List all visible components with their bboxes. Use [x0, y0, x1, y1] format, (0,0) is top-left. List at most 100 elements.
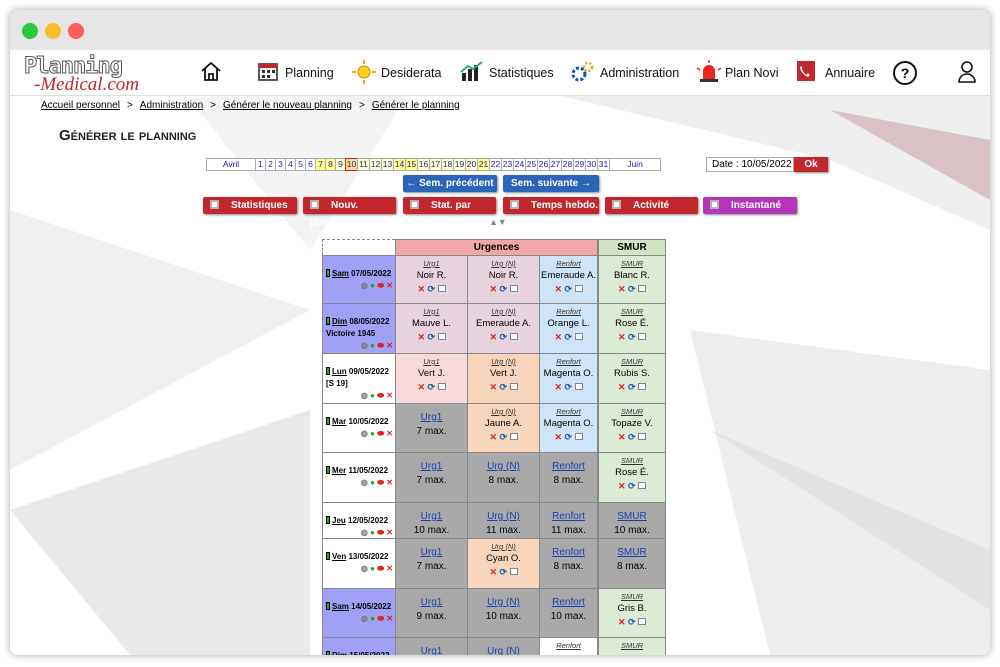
day-link[interactable]: 10: [345, 158, 358, 171]
shift-cell[interactable]: Renfort: [539, 637, 598, 655]
shift-cell[interactable]: Renfort 11 max.: [539, 502, 598, 539]
day-name[interactable]: Lun: [332, 367, 347, 376]
shift-cell[interactable]: Renfort Magenta O. ✕ ⟳: [539, 353, 598, 404]
shift-cell[interactable]: Urg (N) Jaune A. ✕ ⟳: [467, 403, 540, 453]
post-link[interactable]: SMUR: [617, 511, 647, 522]
nav-link[interactable]: Statistiques: [489, 66, 554, 80]
month-next[interactable]: Juin: [609, 158, 661, 171]
breadcrumb-link[interactable]: Administration: [139, 100, 204, 111]
day-link[interactable]: 19: [453, 158, 466, 171]
date-input[interactable]: Date : 10/05/2022: [706, 157, 794, 172]
day-icons[interactable]: ◍ ● ⬬ ✕: [360, 391, 393, 400]
post-link[interactable]: Renfort: [552, 461, 585, 472]
post-link[interactable]: SMUR: [620, 456, 644, 465]
cell-icons[interactable]: ✕ ⟳: [540, 284, 597, 295]
post-link[interactable]: Urg (N): [487, 461, 520, 472]
action-button[interactable]: Temps hebdo.: [503, 197, 599, 214]
post-link[interactable]: Renfort: [556, 357, 581, 366]
cell-icons[interactable]: ✕ ⟳: [599, 332, 665, 343]
post-link[interactable]: SMUR: [617, 547, 647, 558]
post-link[interactable]: Urg (N): [491, 307, 516, 316]
shift-cell[interactable]: Renfort Emeraude A. ✕ ⟳: [539, 255, 598, 304]
post-link[interactable]: Urg (N): [491, 259, 516, 268]
post-link[interactable]: Urg (N): [487, 646, 520, 655]
shift-cell[interactable]: SMUR Rubis S. ✕ ⟳: [598, 353, 666, 404]
post-link[interactable]: Urg (N): [491, 542, 516, 551]
post-link[interactable]: Urg1: [420, 461, 443, 472]
breadcrumb-link[interactable]: Générer le planning: [371, 100, 460, 111]
post-link[interactable]: Urg (N): [487, 597, 520, 608]
post-link[interactable]: SMUR: [620, 259, 644, 268]
logo[interactable]: -Medical.com: [34, 74, 139, 95]
month-prev[interactable]: Avril: [206, 158, 256, 171]
shift-cell[interactable]: Urg (N) 8 max.: [467, 452, 540, 503]
post-link[interactable]: Urg1: [420, 412, 443, 423]
action-button[interactable]: Activité induite: [605, 197, 698, 228]
cell-icons[interactable]: ✕ ⟳: [540, 332, 597, 343]
post-link[interactable]: Urg1: [423, 259, 440, 268]
cell-icons[interactable]: ✕ ⟳: [468, 332, 539, 343]
cell-icons[interactable]: ✕ ⟳: [396, 284, 467, 295]
day-icons[interactable]: ◍ ● ⬬ ✕: [360, 478, 393, 487]
day-icons[interactable]: ◍ ● ⬬ ✕: [360, 614, 393, 623]
post-link[interactable]: Renfort: [556, 307, 581, 316]
shift-cell[interactable]: Urg1 Mauve L. ✕ ⟳: [395, 303, 468, 354]
day-icons[interactable]: ◍ ● ⬬ ✕: [360, 281, 393, 290]
cell-icons[interactable]: ✕ ⟳: [468, 432, 539, 443]
shift-cell[interactable]: Urg1 7 max.: [395, 403, 468, 453]
day-name[interactable]: Dim: [332, 317, 348, 326]
nav-link[interactable]: Planning: [285, 66, 334, 80]
shift-cell[interactable]: Urg1 9 max.: [395, 588, 468, 638]
shift-cell[interactable]: SMUR Rose É. ✕ ⟳: [598, 452, 666, 503]
day-name[interactable]: Ven: [332, 552, 347, 561]
day-link[interactable]: 27: [549, 158, 562, 171]
post-link[interactable]: Urg1: [420, 547, 443, 558]
ok-button[interactable]: Ok: [794, 157, 828, 172]
post-link[interactable]: Urg (N): [491, 407, 516, 416]
logo[interactable]: Planning: [24, 54, 124, 80]
shift-cell[interactable]: SMUR 10 max.: [598, 502, 666, 539]
home-icon[interactable]: [200, 60, 222, 82]
breadcrumb-link[interactable]: Générer le nouveau planning: [222, 100, 352, 111]
day-name[interactable]: Sam: [332, 602, 349, 611]
post-link[interactable]: Urg (N): [491, 357, 516, 366]
cell-icons[interactable]: ✕ ⟳: [599, 617, 665, 628]
shift-cell[interactable]: Urg (N) Cyan O. ✕ ⟳: [467, 538, 540, 589]
post-link[interactable]: Renfort: [552, 511, 585, 522]
post-link[interactable]: Renfort: [552, 597, 585, 608]
shift-cell[interactable]: SMUR: [598, 637, 666, 655]
day-name[interactable]: Mer: [332, 466, 347, 475]
shift-cell[interactable]: Urg (N) Emeraude A. ✕ ⟳: [467, 303, 540, 354]
cell-icons[interactable]: ✕ ⟳: [468, 567, 539, 578]
nav-link[interactable]: Desiderata: [381, 66, 442, 80]
window-button[interactable]: [22, 23, 38, 39]
action-button[interactable]: Nouv. planning: [303, 197, 396, 228]
day-link[interactable]: 29: [573, 158, 586, 171]
shift-cell[interactable]: Renfort 10 max.: [539, 588, 598, 638]
shift-cell[interactable]: Urg1 10 max.: [395, 502, 468, 539]
cell-icons[interactable]: ✕ ⟳: [396, 382, 467, 393]
cell-icons[interactable]: ✕ ⟳: [599, 382, 665, 393]
day-icons[interactable]: ◍ ● ⬬ ✕: [360, 429, 393, 438]
day-link[interactable]: 12: [369, 158, 382, 171]
cell-icons[interactable]: ✕ ⟳: [468, 284, 539, 295]
post-link[interactable]: Urg (N): [487, 511, 520, 522]
cell-icons[interactable]: ✕ ⟳: [599, 481, 665, 492]
nav-link[interactable]: Plan Novi: [725, 66, 779, 80]
post-link[interactable]: SMUR: [620, 357, 644, 366]
cell-icons[interactable]: ✕ ⟳: [599, 432, 665, 443]
post-link[interactable]: SMUR: [620, 307, 644, 316]
post-link[interactable]: Renfort: [552, 547, 585, 558]
shift-cell[interactable]: SMUR Rose É. ✕ ⟳: [598, 303, 666, 354]
shift-cell[interactable]: Urg (N) Noir R. ✕ ⟳: [467, 255, 540, 304]
shift-cell[interactable]: Urg1 7 max.: [395, 538, 468, 589]
post-link[interactable]: Renfort: [556, 641, 581, 650]
day-icons[interactable]: ◍ ● ⬬ ✕: [360, 564, 393, 573]
shift-cell[interactable]: Urg (N) 10 max.: [467, 588, 540, 638]
week-button[interactable]: ← Sem. précédent: [403, 175, 497, 192]
nav-link[interactable]: Administration: [600, 66, 680, 80]
shift-cell[interactable]: Urg (N): [467, 637, 540, 655]
day-name[interactable]: Dim: [332, 651, 347, 655]
post-link[interactable]: Urg1: [420, 511, 443, 522]
day-icons[interactable]: ◍ ● ⬬ ✕: [360, 528, 393, 537]
